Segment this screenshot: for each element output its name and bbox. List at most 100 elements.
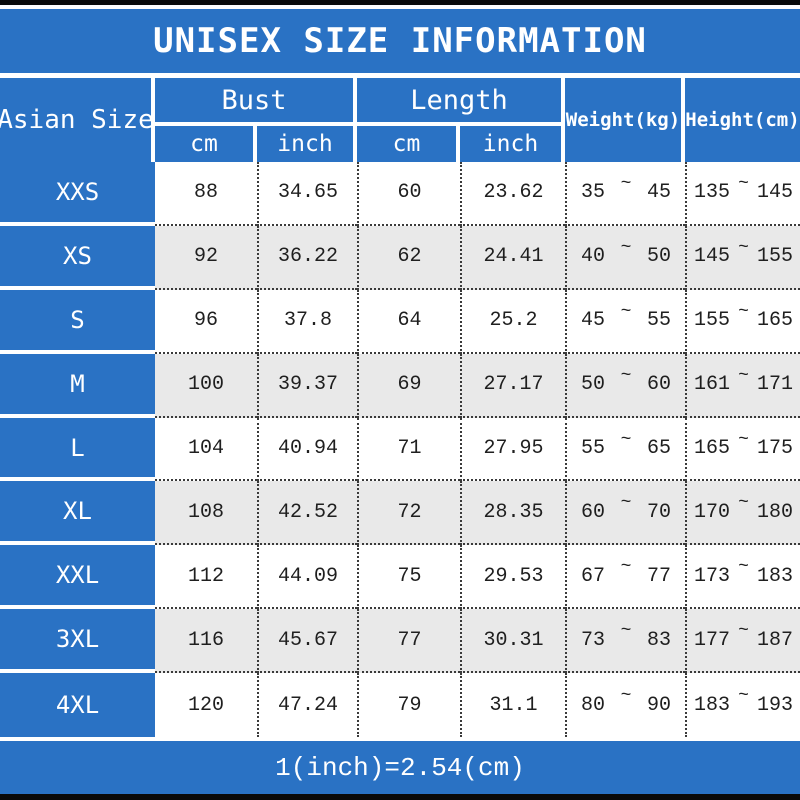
bust-inch-cell: 44.09	[257, 545, 357, 610]
length-inch-cell: 24.41	[460, 225, 565, 290]
tilde-symbol: ~	[620, 237, 632, 258]
tilde-symbol: ~	[738, 301, 749, 322]
top-black-strip	[0, 0, 800, 5]
height-min: 177	[694, 628, 731, 652]
height-max: 183	[756, 564, 793, 588]
title-banner: UNISEX SIZE INFORMATION	[0, 9, 800, 73]
tilde-symbol: ~	[738, 237, 749, 258]
bust-cm-cell: 116	[155, 609, 257, 674]
size-label: L	[0, 417, 155, 482]
length-cm-cell: 60	[357, 162, 460, 226]
bust-inch-cell: 37.8	[257, 289, 357, 354]
height-max: 155	[756, 245, 793, 269]
table-body: XXS 88 34.65 60 23.62 35 ~ 45 135 ~ 145 …	[0, 162, 800, 738]
size-label: XL	[0, 481, 155, 546]
length-inch-cell: 31.1	[460, 673, 565, 738]
tilde-symbol: ~	[620, 686, 632, 707]
weight-min: 50	[581, 373, 606, 397]
height-min: 155	[694, 309, 731, 333]
weight-min: 80	[581, 693, 606, 717]
bottom-black-strip	[0, 794, 800, 800]
tilde-symbol: ~	[738, 365, 749, 386]
table-row-3xl: 3XL 116 45.67 77 30.31 73 ~ 83 177 ~ 187	[0, 609, 800, 674]
weight-max: 50	[646, 245, 671, 269]
header-bust-cm: cm	[155, 122, 257, 162]
height-min: 145	[694, 245, 731, 269]
conversion-note: 1(inch)=2.54(cm)	[275, 752, 525, 783]
height-range-cell: 161 ~ 171	[685, 353, 800, 418]
divider	[0, 5, 800, 9]
size-label: XS	[0, 225, 155, 290]
tilde-symbol: ~	[738, 429, 749, 450]
tilde-symbol: ~	[620, 301, 632, 322]
weight-min: 35	[581, 181, 606, 205]
bust-inch-cell: 45.67	[257, 609, 357, 674]
weight-range-cell: 35 ~ 45	[565, 162, 685, 226]
bust-cm-cell: 88	[155, 162, 257, 226]
height-max: 171	[756, 373, 793, 397]
weight-range-cell: 45 ~ 55	[565, 289, 685, 354]
height-min: 173	[694, 564, 731, 588]
weight-range-cell: 50 ~ 60	[565, 353, 685, 418]
footer-banner: 1(inch)=2.54(cm)	[0, 741, 800, 794]
tilde-symbol: ~	[738, 173, 749, 194]
length-cm-cell: 79	[357, 673, 460, 738]
tilde-symbol: ~	[620, 493, 632, 514]
header-bust-inch: inch	[257, 122, 357, 162]
weight-max: 60	[646, 373, 671, 397]
height-range-cell: 173 ~ 183	[685, 545, 800, 610]
weight-max: 65	[646, 437, 671, 460]
height-min: 183	[694, 693, 731, 717]
weight-min: 40	[581, 245, 606, 269]
weight-max: 55	[646, 309, 671, 333]
bust-cm-cell: 92	[155, 225, 257, 290]
tilde-symbol: ~	[738, 621, 749, 642]
height-max: 165	[756, 309, 793, 333]
height-min: 170	[694, 500, 731, 524]
table-row-4xl: 4XL 120 47.24 79 31.1 80 ~ 90 183 ~ 193	[0, 673, 800, 738]
weight-range-cell: 55 ~ 65	[565, 417, 685, 482]
tilde-symbol: ~	[738, 493, 749, 514]
length-inch-cell: 23.62	[460, 162, 565, 226]
bust-cm-cell: 100	[155, 353, 257, 418]
tilde-symbol: ~	[620, 621, 632, 642]
tilde-symbol: ~	[738, 557, 749, 578]
divider	[0, 737, 800, 741]
bust-inch-cell: 42.52	[257, 481, 357, 546]
height-max: 175	[756, 437, 793, 460]
size-label: XXL	[0, 545, 155, 610]
bust-cm-cell: 96	[155, 289, 257, 354]
tilde-symbol: ~	[620, 173, 632, 194]
height-range-cell: 177 ~ 187	[685, 609, 800, 674]
bust-cm-cell: 104	[155, 417, 257, 482]
height-range-cell: 155 ~ 165	[685, 289, 800, 354]
height-max: 180	[756, 500, 793, 524]
bust-inch-cell: 40.94	[257, 417, 357, 482]
weight-range-cell: 80 ~ 90	[565, 673, 685, 738]
weight-max: 77	[646, 564, 671, 588]
bust-cm-cell: 112	[155, 545, 257, 610]
header-height: Height(cm)	[685, 78, 800, 162]
length-cm-cell: 64	[357, 289, 460, 354]
size-label: XXS	[0, 162, 155, 226]
header-bust: Bust	[155, 78, 357, 122]
weight-range-cell: 67 ~ 77	[565, 545, 685, 610]
length-inch-cell: 27.17	[460, 353, 565, 418]
bust-inch-cell: 34.65	[257, 162, 357, 226]
bust-cm-cell: 108	[155, 481, 257, 546]
length-inch-cell: 25.2	[460, 289, 565, 354]
height-range-cell: 170 ~ 180	[685, 481, 800, 546]
table-row-xs: XS 92 36.22 62 24.41 40 ~ 50 145 ~ 155	[0, 225, 800, 290]
length-cm-cell: 62	[357, 225, 460, 290]
weight-range-cell: 40 ~ 50	[565, 225, 685, 290]
length-inch-cell: 30.31	[460, 609, 565, 674]
length-cm-cell: 77	[357, 609, 460, 674]
height-range-cell: 145 ~ 155	[685, 225, 800, 290]
table-header: Asian Size Bust Length Weight(kg) Height…	[0, 78, 800, 162]
header-length: Length	[357, 78, 565, 122]
tilde-symbol: ~	[620, 557, 632, 578]
bust-inch-cell: 36.22	[257, 225, 357, 290]
length-cm-cell: 72	[357, 481, 460, 546]
height-max: 187	[756, 628, 793, 652]
table-row-m: M 100 39.37 69 27.17 50 ~ 60 161 ~ 171	[0, 353, 800, 418]
